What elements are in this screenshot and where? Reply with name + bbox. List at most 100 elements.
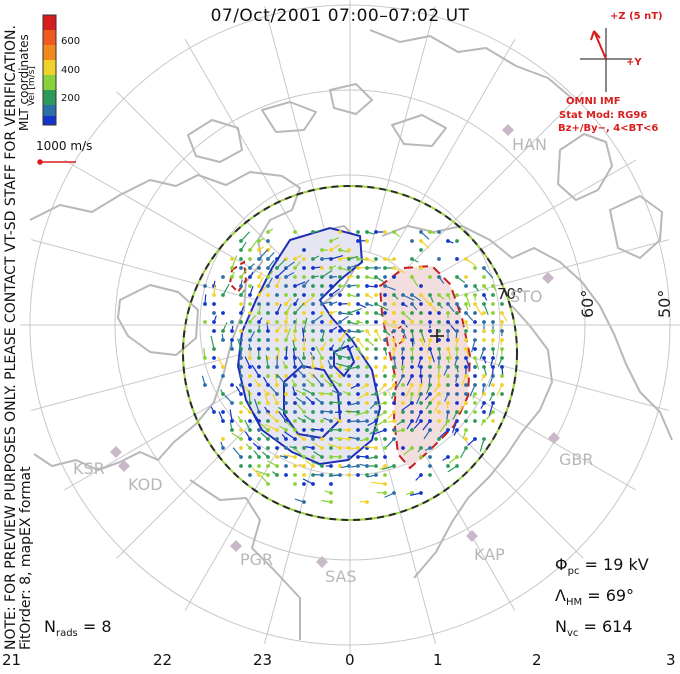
velocity-vector: [376, 402, 386, 406]
velocity-vector: [321, 499, 332, 503]
velocity-vector: [373, 429, 386, 435]
velocity-vector: [305, 396, 314, 404]
velocity-vector-origin: [455, 257, 459, 261]
velocity-vector: [222, 322, 228, 332]
velocity-vector: [438, 294, 445, 300]
velocity-vector-origin: [428, 365, 432, 369]
velocity-vector-origin: [284, 464, 288, 468]
velocity-vector: [229, 422, 233, 431]
velocity-vector-origin: [248, 284, 252, 288]
colorbar-label: Vel [m/s]: [27, 66, 37, 106]
velocity-vector-origin: [239, 401, 243, 405]
velocity-vector-origin: [374, 338, 378, 342]
velocity-vector: [267, 277, 273, 287]
velocity-vector: [272, 471, 278, 476]
velocity-vector: [308, 371, 314, 377]
velocity-vector: [231, 255, 238, 269]
velocity-vector: [420, 240, 430, 249]
velocity-vector: [480, 420, 485, 426]
velocity-vector-origin: [392, 428, 396, 432]
velocity-vector-origin: [275, 347, 279, 351]
velocity-vector-origin: [320, 293, 324, 297]
velocity-vector: [393, 267, 405, 274]
station-marker-pgr: [230, 540, 242, 552]
velocity-vector: [276, 258, 287, 269]
velocity-vector: [483, 357, 487, 364]
mlt-meridian: [368, 6, 436, 253]
velocity-vector-origin: [500, 392, 504, 396]
velocity-vector-origin: [356, 473, 360, 477]
velocity-vector: [442, 456, 449, 461]
velocity-vector: [369, 429, 377, 435]
velocity-vector-origin: [329, 482, 333, 486]
colorbar-swatch-2: [43, 30, 56, 45]
velocity-vector: [296, 403, 305, 413]
cell-centers: [430, 329, 444, 343]
velocity-vector: [319, 359, 323, 368]
station-label-sto: STO: [510, 287, 543, 306]
velocity-vector: [240, 289, 246, 296]
velocity-vectors: [201, 228, 508, 504]
velocity-vector: [255, 470, 269, 476]
velocity-vector: [423, 429, 431, 440]
velocity-vector: [210, 335, 215, 350]
velocity-vector: [486, 411, 494, 420]
velocity-vector: [291, 379, 296, 386]
velocity-vector: [358, 455, 368, 458]
velocity-vector: [384, 285, 396, 291]
velocity-vector: [402, 312, 413, 322]
velocity-vector: [357, 339, 365, 349]
velocity-vector: [312, 374, 323, 386]
velocity-vector-origin: [311, 293, 315, 297]
velocity-vector-origin: [356, 284, 360, 288]
velocity-vector: [305, 446, 314, 449]
velocity-vector-origin: [275, 320, 279, 324]
velocity-vector: [366, 339, 375, 347]
velocity-vector-origin: [419, 284, 423, 288]
velocity-vector: [488, 402, 494, 417]
colorbar-tick-400: 400: [61, 65, 81, 76]
velocity-vector: [447, 303, 455, 313]
velocity-vector: [279, 455, 287, 458]
velocity-vector-origin: [293, 275, 297, 279]
velocity-vector-origin: [275, 257, 279, 261]
velocity-vector: [395, 375, 404, 389]
velocity-vector: [232, 447, 242, 458]
coastline-north-coast: [369, 29, 575, 101]
velocity-vector: [379, 465, 386, 471]
fit-info: FitOrder: 8, mapEX format: [18, 466, 34, 650]
velocity-vector: [293, 329, 296, 341]
velocity-vector: [339, 249, 350, 253]
velocity-vector: [295, 389, 305, 395]
velocity-vector: [264, 393, 269, 404]
velocity-vector: [483, 267, 494, 279]
velocity-vector: [387, 411, 395, 419]
velocity-vector: [479, 348, 485, 360]
velocity-vector-origin: [374, 437, 378, 441]
velocity-vector-origin: [455, 383, 459, 387]
velocity-vector-origin: [257, 428, 261, 432]
lambda-subscript: HM: [565, 597, 583, 609]
velocity-vector-origin: [464, 410, 468, 414]
velocity-vector: [292, 354, 296, 368]
colorbar-swatch-1: [43, 15, 56, 30]
velocity-vector: [321, 257, 330, 260]
velocity-vector: [461, 375, 467, 386]
velocity-vector-origin: [491, 302, 495, 306]
vector-scale: [37, 159, 76, 165]
stat-vector-count: Nvc = 614: [555, 617, 633, 639]
velocity-vector: [384, 492, 395, 498]
velocity-vector: [411, 330, 415, 345]
velocity-vector: [267, 251, 275, 260]
velocity-vector: [258, 305, 261, 314]
velocity-vector-origin: [311, 338, 315, 342]
hm-boundary-dash: [182, 185, 518, 521]
velocity-vector: [462, 429, 467, 439]
velocity-vector: [203, 347, 206, 359]
velocity-vector-origin: [419, 302, 423, 306]
velocity-vector: [446, 402, 449, 409]
velocity-vector-origin: [257, 347, 261, 351]
velocity-vector-origin: [266, 464, 270, 468]
coastline-north-america: [29, 171, 301, 471]
velocity-vector-origin: [248, 383, 252, 387]
